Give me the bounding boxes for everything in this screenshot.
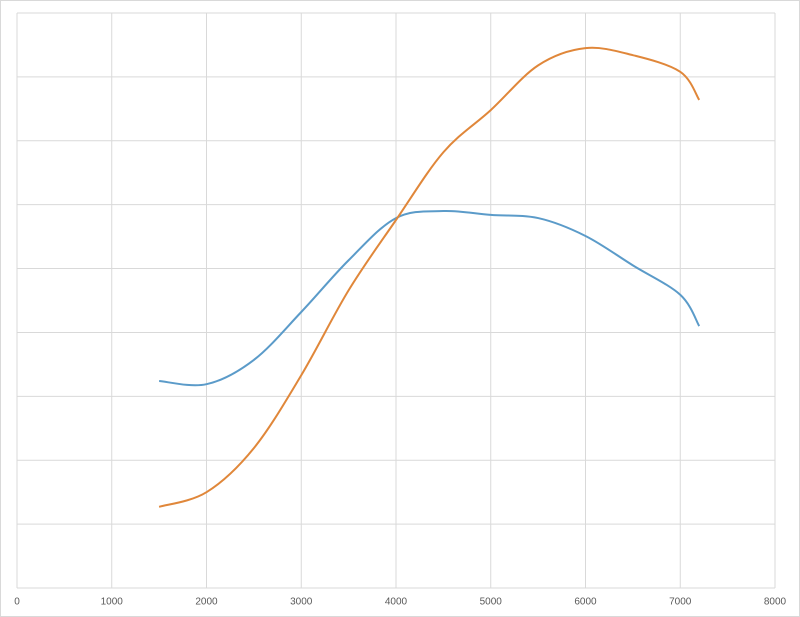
x-tick-label: 5000	[480, 597, 503, 608]
x-tick-label: 6000	[574, 597, 597, 608]
x-tick-label: 8000	[764, 597, 787, 608]
line	[158, 46, 701, 508]
x-tick-label: 3000	[290, 597, 313, 608]
x-tick-label: 4000	[385, 597, 408, 608]
x-tick-label: 0	[14, 597, 20, 608]
x-tick-label: 7000	[669, 597, 692, 608]
line	[159, 210, 701, 387]
x-tick-label: 1000	[101, 597, 124, 608]
x-tick-label: 2000	[195, 597, 218, 608]
